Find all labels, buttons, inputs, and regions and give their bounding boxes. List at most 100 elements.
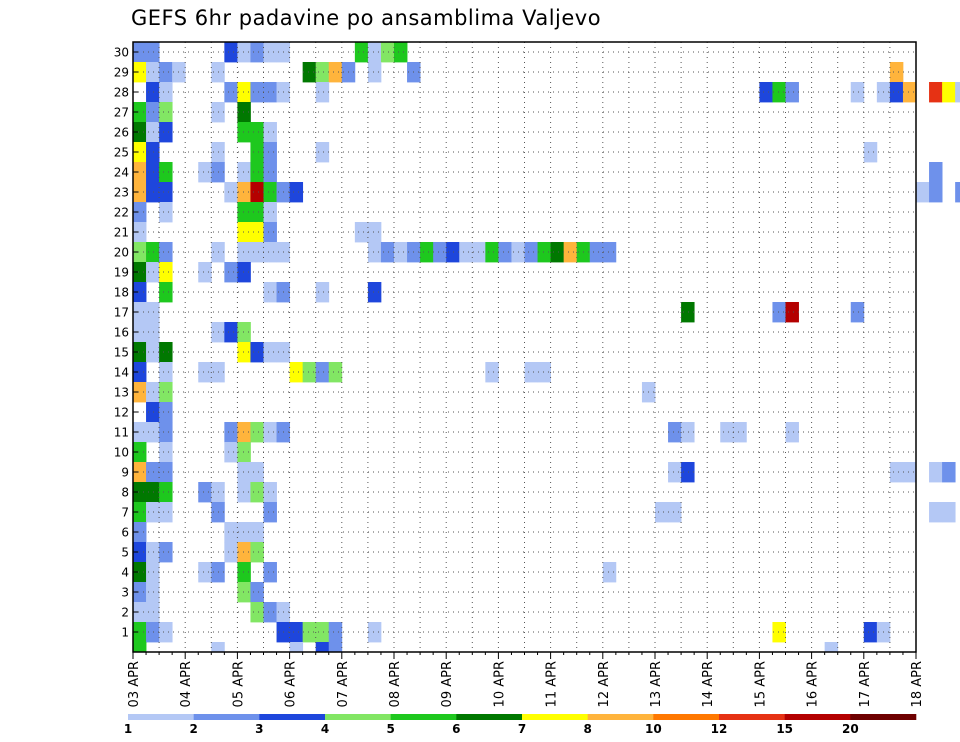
heatmap-cell bbox=[133, 502, 147, 523]
legend-swatch bbox=[456, 714, 523, 720]
legend-label: 6 bbox=[452, 722, 460, 736]
heatmap-cell bbox=[159, 202, 173, 223]
y-tick-label: 29 bbox=[114, 66, 129, 80]
heatmap-cell bbox=[146, 322, 160, 343]
heatmap-cell bbox=[537, 362, 551, 383]
heatmap-cell bbox=[668, 422, 682, 443]
heatmap-cell bbox=[237, 242, 251, 263]
heatmap-cell bbox=[146, 142, 160, 163]
heatmap-cell bbox=[133, 382, 147, 403]
heatmap-cell bbox=[302, 362, 317, 383]
heatmap-cell bbox=[589, 242, 604, 263]
heatmap-cell bbox=[446, 242, 460, 263]
heatmap-cell bbox=[681, 422, 695, 443]
heatmap-cell bbox=[133, 322, 147, 343]
heatmap-cell bbox=[146, 602, 160, 623]
heatmap-cell bbox=[237, 42, 251, 63]
heatmap-cell bbox=[159, 182, 173, 203]
heatmap-cell bbox=[133, 242, 147, 263]
heatmap-cell bbox=[237, 482, 251, 503]
heatmap-cell bbox=[133, 182, 147, 203]
heatmap-cell bbox=[146, 62, 160, 83]
heatmap-cell bbox=[146, 482, 160, 503]
heatmap-cell bbox=[133, 482, 147, 503]
heatmap-cell bbox=[524, 362, 538, 383]
heatmap-cell bbox=[146, 102, 160, 123]
heatmap-cell bbox=[250, 482, 264, 503]
heatmap-cell bbox=[315, 82, 330, 103]
y-tick-label: 11 bbox=[114, 426, 129, 440]
heatmap-cell bbox=[159, 102, 173, 123]
heatmap-cell bbox=[159, 542, 173, 563]
heatmap-cell bbox=[159, 382, 173, 403]
heatmap-cell bbox=[237, 562, 251, 583]
heatmap-cell bbox=[433, 242, 447, 263]
heatmap-cell bbox=[263, 282, 277, 303]
x-tick-label: 14 APR bbox=[701, 661, 716, 707]
heatmap-cell bbox=[420, 242, 434, 263]
heatmap-cell bbox=[929, 162, 943, 183]
y-tick-label: 28 bbox=[114, 86, 129, 100]
y-tick-label: 13 bbox=[114, 386, 129, 400]
y-tick-label: 20 bbox=[114, 246, 129, 260]
heatmap-cell bbox=[537, 242, 551, 263]
heatmap-cell bbox=[263, 482, 277, 503]
heatmap-cell bbox=[367, 282, 382, 303]
legend-label: 8 bbox=[583, 722, 591, 736]
heatmap-cell bbox=[133, 642, 147, 653]
heatmap-cell bbox=[198, 362, 212, 383]
y-tick-label: 16 bbox=[114, 326, 129, 340]
heatmap-cell bbox=[237, 542, 251, 563]
heatmap-cell bbox=[263, 122, 277, 143]
x-tick-label: 06 APR bbox=[284, 661, 299, 707]
legend-swatch bbox=[850, 714, 917, 720]
legend-swatch bbox=[325, 714, 391, 720]
y-tick-label: 23 bbox=[114, 186, 129, 200]
heatmap-cell bbox=[498, 242, 512, 263]
heatmap-cell bbox=[250, 122, 264, 143]
heatmap-cell bbox=[668, 462, 682, 483]
heatmap-cell bbox=[367, 42, 382, 63]
heatmap-cell bbox=[146, 82, 160, 103]
heatmap-cell bbox=[237, 222, 251, 243]
x-tick-label: 03 APR bbox=[127, 661, 142, 707]
heatmap-cell bbox=[602, 562, 617, 583]
y-axis: 1234567891011121314151617181920212223242… bbox=[114, 46, 138, 640]
heatmap-cell bbox=[159, 442, 173, 463]
heatmap-cell bbox=[929, 82, 943, 103]
x-tick-label: 15 APR bbox=[753, 661, 768, 707]
x-tick-label: 04 APR bbox=[179, 661, 194, 707]
heatmap-cell bbox=[263, 142, 277, 163]
heatmap-cell bbox=[146, 462, 160, 483]
heatmap-cell bbox=[224, 82, 238, 103]
heatmap-cell bbox=[733, 422, 747, 443]
y-tick-label: 19 bbox=[114, 266, 129, 280]
heatmap-cell bbox=[250, 422, 264, 443]
heatmap-cell bbox=[315, 142, 330, 163]
heatmap-cell bbox=[159, 462, 173, 483]
y-tick-label: 18 bbox=[114, 286, 129, 300]
heatmap-cell bbox=[237, 322, 251, 343]
legend-swatch bbox=[522, 714, 588, 720]
heatmap-cell bbox=[955, 182, 960, 203]
x-tick-label: 11 APR bbox=[545, 661, 560, 707]
heatmap-cell bbox=[302, 62, 317, 83]
heatmap-cell bbox=[133, 542, 147, 563]
heatmap-cell bbox=[133, 262, 147, 283]
y-tick-label: 8 bbox=[121, 486, 129, 500]
legend-swatch bbox=[653, 714, 720, 720]
heatmap-cell bbox=[602, 242, 617, 263]
heatmap-cell bbox=[263, 162, 277, 183]
heatmap-cell bbox=[668, 502, 682, 523]
heatmap-cell bbox=[133, 422, 147, 443]
heatmap-cell bbox=[250, 542, 264, 563]
x-axis: 03 APR 04 APR 05 APR 06 APR 07 APR 08 APR 09 A… bbox=[127, 652, 925, 707]
heatmap-cell bbox=[315, 62, 330, 83]
y-tick-label: 26 bbox=[114, 126, 129, 140]
heatmap-cell bbox=[354, 222, 369, 243]
heatmap-cell bbox=[250, 222, 264, 243]
heatmap-cell bbox=[485, 362, 499, 383]
heatmap-cell bbox=[146, 302, 160, 323]
heatmap-cell bbox=[459, 242, 473, 263]
y-tick-label: 6 bbox=[121, 526, 129, 540]
